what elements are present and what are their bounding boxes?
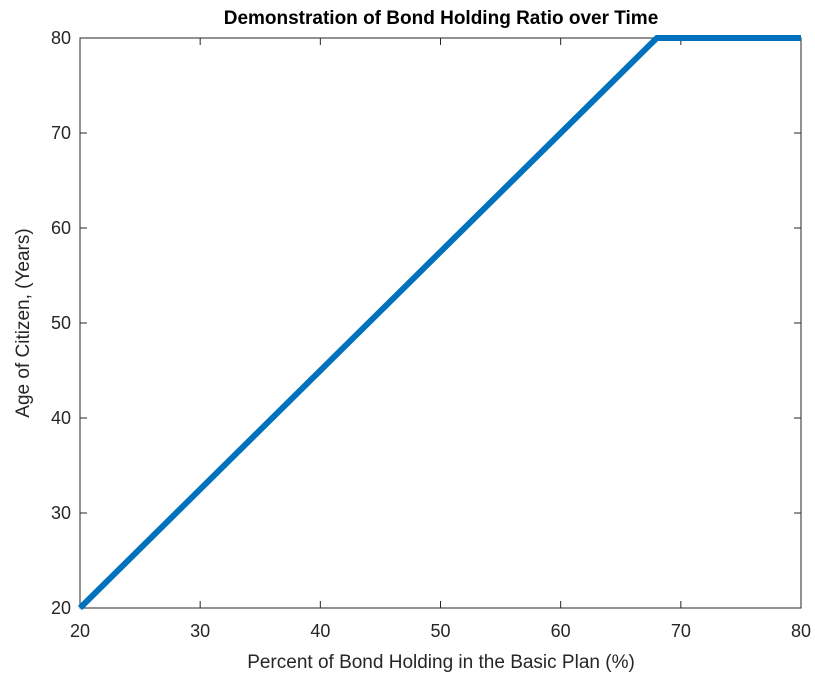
y-axis: 20 30 40 50 60 70 80 <box>51 28 801 618</box>
chart-title: Demonstration of Bond Holding Ratio over… <box>224 8 659 29</box>
series-line <box>77 35 801 611</box>
y-axis-label: Age of Citizen, (Years) <box>13 228 34 417</box>
x-axis-label: Percent of Bond Holding in the Basic Pla… <box>247 652 635 673</box>
x-tick-label: 20 <box>70 621 90 641</box>
x-tick-label: 70 <box>671 621 691 641</box>
x-tick-label: 60 <box>551 621 571 641</box>
x-axis: 20 30 40 50 60 70 80 <box>70 38 811 641</box>
x-tick-label: 30 <box>190 621 210 641</box>
y-tick-label: 50 <box>51 313 71 333</box>
y-tick-label: 20 <box>51 598 71 618</box>
y-tick-label: 70 <box>51 123 71 143</box>
y-tick-label: 80 <box>51 28 71 48</box>
plot-area <box>79 37 802 609</box>
series-layer <box>77 35 801 611</box>
y-tick-label: 30 <box>51 503 71 523</box>
x-tick-label: 50 <box>430 621 450 641</box>
x-tick-label: 80 <box>791 621 811 641</box>
y-tick-label: 60 <box>51 218 71 238</box>
y-tick-label: 40 <box>51 408 71 428</box>
x-tick-label: 40 <box>310 621 330 641</box>
